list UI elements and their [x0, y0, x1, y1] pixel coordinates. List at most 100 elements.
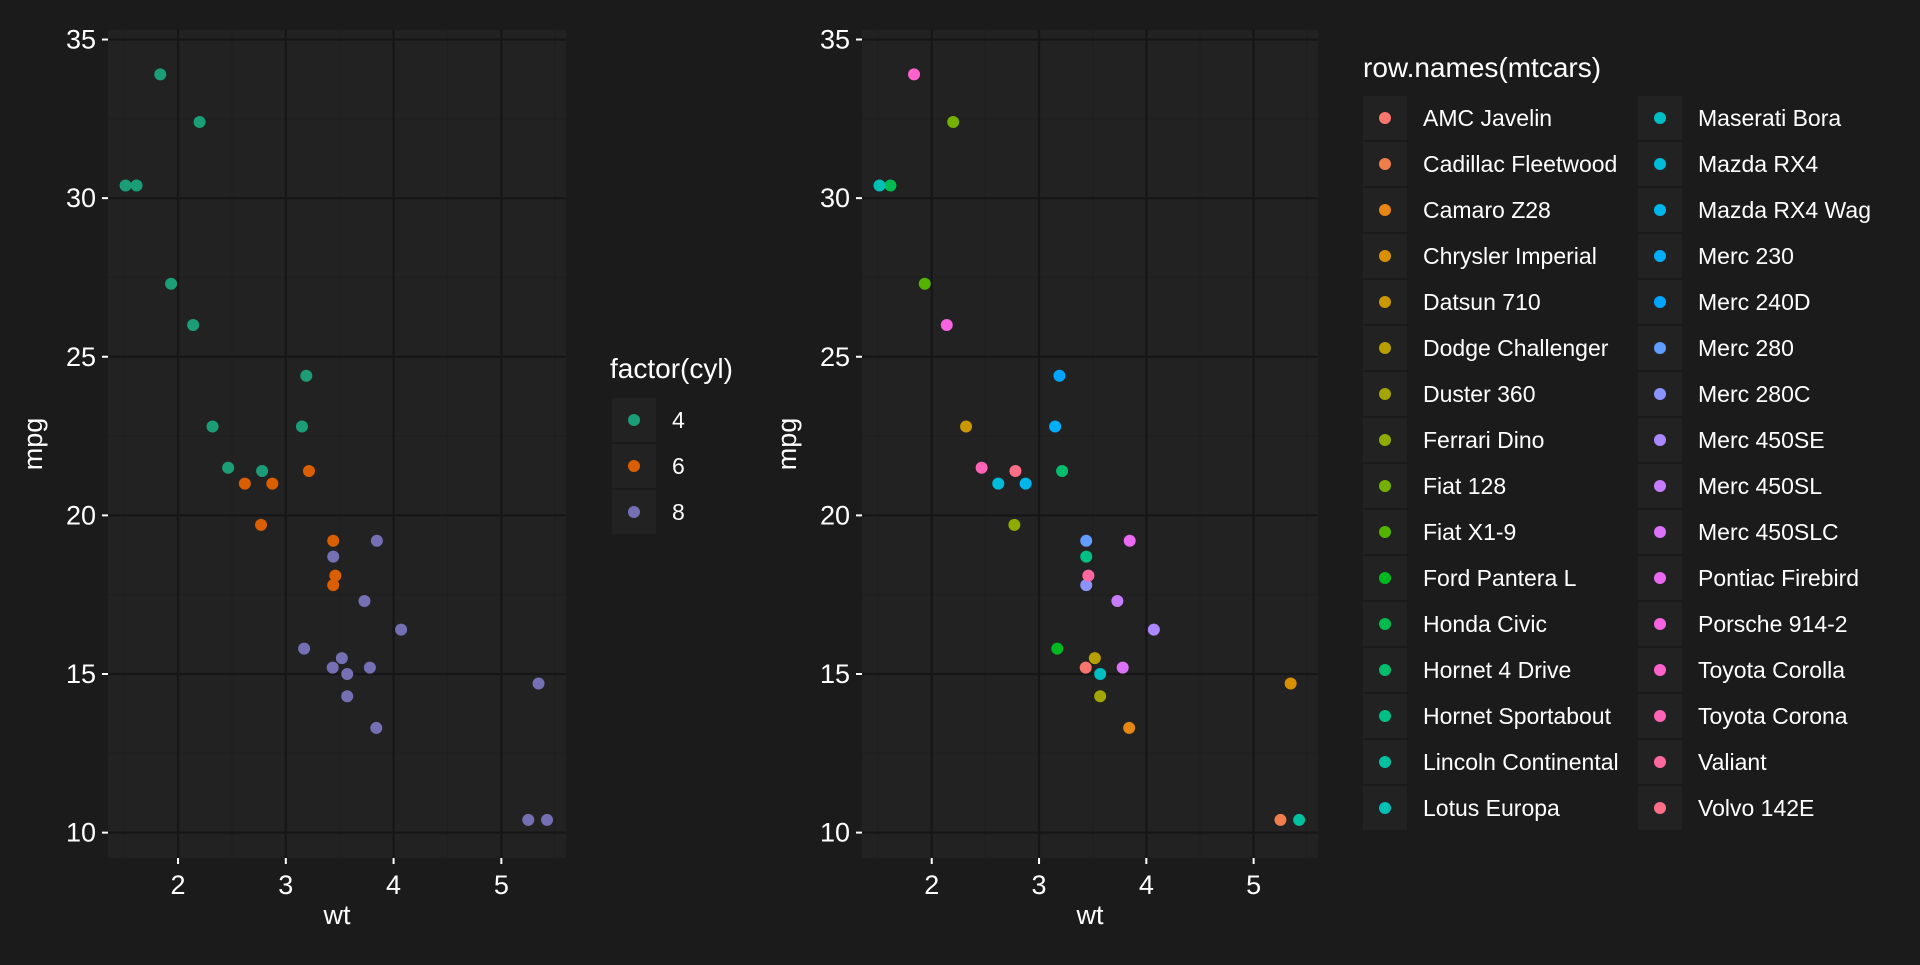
legend-label: Merc 230 [1698, 243, 1794, 269]
legend-label: Ferrari Dino [1423, 427, 1544, 453]
data-point [1009, 464, 1022, 477]
x-tick-label: 5 [1246, 870, 1261, 900]
data-point [1053, 369, 1066, 382]
data-point [522, 813, 535, 826]
legend-label: Cadillac Fleetwood [1423, 151, 1617, 177]
y-tick-label: 25 [66, 342, 96, 372]
legend-label: Hornet 4 Drive [1423, 657, 1571, 683]
legend-marker [628, 506, 640, 518]
legend-marker [1379, 204, 1391, 216]
legend-label: Maserati Bora [1698, 105, 1841, 131]
legend-marker [1654, 664, 1666, 676]
legend-marker [1654, 434, 1666, 446]
legend-marker [1379, 802, 1391, 814]
data-point [541, 813, 554, 826]
legend-label: AMC Javelin [1423, 105, 1552, 131]
legend-label: Fiat X1-9 [1423, 519, 1516, 545]
data-point [1080, 579, 1093, 592]
legend-label: Merc 280 [1698, 335, 1794, 361]
legend-marker [1379, 480, 1391, 492]
x-axis-title: wt [1076, 900, 1104, 930]
data-point [940, 319, 953, 332]
data-point [1123, 721, 1136, 734]
y-tick-label: 20 [66, 500, 96, 530]
legend-marker [628, 460, 640, 472]
legend-label: Volvo 142E [1698, 795, 1814, 821]
data-point [918, 277, 931, 290]
legend-marker [1379, 112, 1391, 124]
legend-label: Lotus Europa [1423, 795, 1560, 821]
legend-marker [1379, 618, 1391, 630]
legend-title: row.names(mtcars) [1363, 52, 1601, 83]
plot-2: 2 3 4 5 10 15 20 25 30 35 wt mpg [772, 25, 1318, 930]
legend-marker [1654, 710, 1666, 722]
data-point [327, 550, 340, 563]
legend-label: Fiat 128 [1423, 473, 1506, 499]
legend-marker [1379, 756, 1391, 768]
legend-label: Chrysler Imperial [1423, 243, 1597, 269]
x-tick-label: 3 [278, 870, 293, 900]
legend-marker [1654, 802, 1666, 814]
data-point [947, 116, 960, 128]
x-tick-label: 3 [1032, 870, 1047, 900]
data-point [1080, 550, 1093, 563]
plot-panel [108, 30, 566, 858]
data-point [395, 623, 408, 636]
legend-marker [1654, 296, 1666, 308]
data-point [154, 68, 167, 81]
data-point [1274, 813, 1287, 826]
plot-1: 2 3 4 5 10 15 20 25 30 35 wt mpg [18, 25, 566, 930]
data-point [908, 68, 921, 81]
data-point [206, 420, 219, 433]
data-point [1094, 668, 1107, 680]
legend-label: Merc 450SLC [1698, 519, 1839, 545]
y-tick-label: 35 [66, 25, 96, 55]
data-point [370, 721, 383, 734]
data-point [1051, 642, 1064, 655]
legend-marker [1379, 250, 1391, 262]
data-point [1116, 661, 1129, 674]
legend-label: Datsun 710 [1423, 289, 1541, 315]
x-tick-label: 5 [494, 870, 509, 900]
data-point [295, 420, 308, 433]
data-point [1111, 595, 1124, 608]
legend-marker [1379, 572, 1391, 584]
legend-marker [1654, 618, 1666, 630]
legend-label: Camaro Z28 [1423, 197, 1551, 223]
y-tick-label: 30 [820, 183, 850, 213]
data-point [1080, 534, 1093, 547]
data-point [327, 579, 340, 592]
x-tick-label: 2 [924, 870, 939, 900]
legend-marker [1379, 342, 1391, 354]
data-point [532, 677, 545, 690]
legend-label: Valiant [1698, 749, 1767, 775]
data-point [298, 642, 311, 655]
legend-marker [1654, 756, 1666, 768]
legend-marker [1654, 572, 1666, 584]
x-axis-title: wt [323, 900, 351, 930]
data-point [238, 477, 251, 490]
legend-marker [1379, 388, 1391, 400]
legend-marker [1379, 664, 1391, 676]
data-point [130, 179, 143, 192]
data-point [329, 569, 342, 582]
legend-marker [1379, 526, 1391, 538]
legend-marker [1654, 250, 1666, 262]
legend-label: 4 [672, 407, 685, 433]
legend-label: Merc 240D [1698, 289, 1810, 315]
legend-label: Mazda RX4 Wag [1698, 197, 1871, 223]
y-tick-label: 20 [820, 500, 850, 530]
data-point [975, 461, 988, 474]
y-axis-title: mpg [772, 418, 802, 471]
y-axis-title: mpg [18, 418, 48, 471]
legend-marker [1379, 434, 1391, 446]
data-point [193, 116, 206, 128]
data-point [256, 464, 269, 477]
legend-marker [1654, 112, 1666, 124]
legend-label: Honda Civic [1423, 611, 1547, 637]
legend-title: factor(cyl) [610, 353, 733, 384]
x-tick-label: 4 [1139, 870, 1154, 900]
x-tick-label: 4 [386, 870, 401, 900]
data-point [335, 652, 348, 665]
